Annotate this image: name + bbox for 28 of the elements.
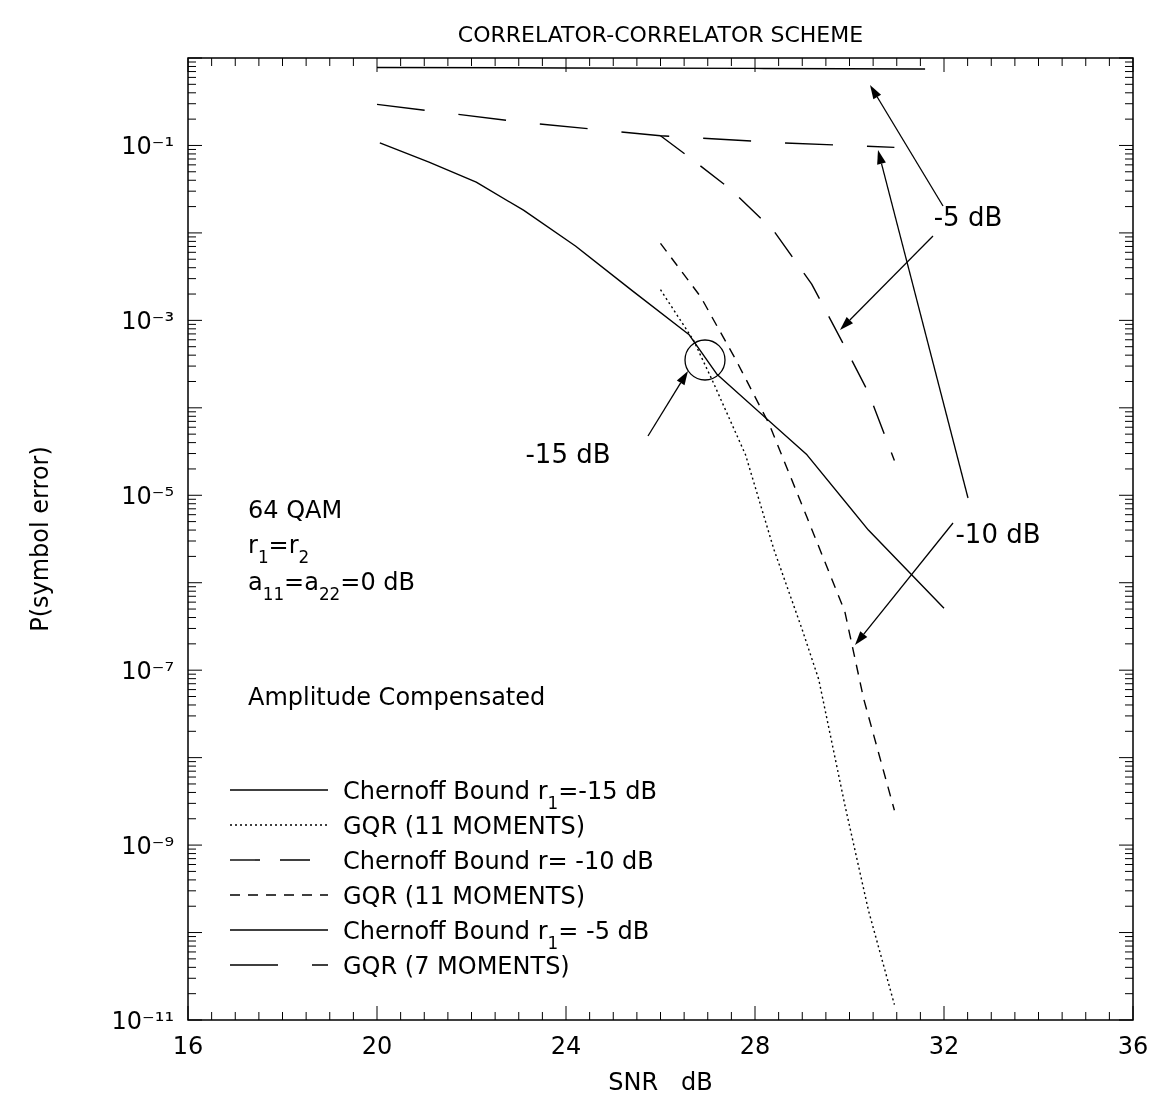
annotation: -5 dB <box>933 202 1003 232</box>
y-tick-label: 10⁻³ <box>121 307 174 336</box>
x-tick-label: 32 <box>928 1032 960 1060</box>
y-tick-label: 10⁻⁹ <box>121 832 174 861</box>
chart-title: CORRELATOR-CORRELATOR SCHEME <box>457 22 864 47</box>
y-tick-label: 10⁻¹ <box>121 132 174 161</box>
legend-label: Chernoff Bound r= -10 dB <box>343 847 654 875</box>
y-tick-label: 10⁻¹¹ <box>111 1007 174 1035</box>
annotation: -10 dB <box>955 519 1041 549</box>
x-tick-label: 36 <box>1117 1032 1149 1060</box>
legend-label: GQR (11 MOMENTS) <box>343 812 586 840</box>
annotation: -15 dB <box>525 439 611 469</box>
y-axis-title: P(symbol error) <box>26 446 54 632</box>
annotation: a$_{11}$=a$_{22}$=0 dB <box>248 568 415 604</box>
x-tick-label: 24 <box>550 1032 582 1060</box>
legend-label: GQR (11 MOMENTS) <box>343 882 586 910</box>
legend-label: Chernoff Bound r$_{1}$=-15 dB <box>343 777 657 813</box>
x-tick-label: 20 <box>361 1032 393 1060</box>
legend-label: GQR (7 MOMENTS) <box>343 952 570 980</box>
annotation: Amplitude Compensated <box>248 683 546 711</box>
legend-label: Chernoff Bound r$_{1}$= -5 dB <box>343 917 650 953</box>
x-tick-label: 16 <box>172 1032 204 1060</box>
y-tick-label: 10⁻⁵ <box>121 482 174 511</box>
annotation: 64 QAM <box>248 496 343 524</box>
y-tick-label: 10⁻⁷ <box>121 657 174 686</box>
x-axis-title: SNR dB <box>608 1068 713 1096</box>
annotation: r$_{1}$=r$_{2}$ <box>248 531 310 567</box>
x-tick-label: 28 <box>739 1032 771 1060</box>
